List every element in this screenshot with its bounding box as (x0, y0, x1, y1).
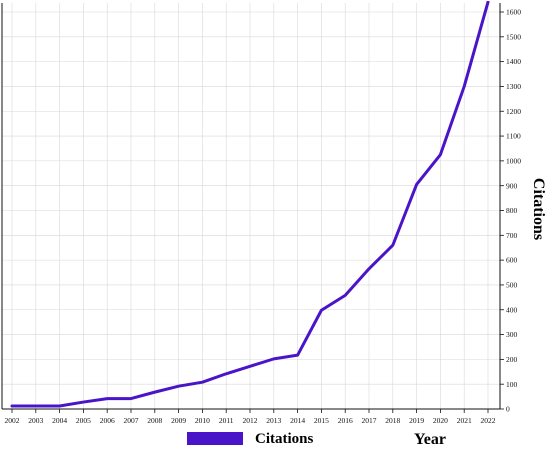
series-lines (10, 1, 490, 408)
y-tick-label-1600: 1600 (506, 8, 521, 17)
series-line-citations (10, 1, 490, 408)
y-tick-label-1500: 1500 (506, 32, 521, 41)
x-tick-label-2007: 2007 (124, 416, 139, 425)
x-tick-label-2019: 2019 (409, 416, 424, 425)
x-tick-label-2004: 2004 (52, 416, 67, 425)
y-tick-label-1000: 1000 (506, 156, 521, 165)
y-tick-label-100: 100 (506, 380, 518, 389)
x-tick-label-2018: 2018 (385, 416, 400, 425)
x-tick-label-2011: 2011 (219, 416, 234, 425)
x-tick-label-2017: 2017 (362, 416, 377, 425)
x-tick-label-2008: 2008 (147, 416, 162, 425)
y-tick-label-300: 300 (506, 330, 518, 339)
x-tick-label-2002: 2002 (5, 416, 20, 425)
x-tick-label-2005: 2005 (76, 416, 91, 425)
y-tick-label-900: 900 (506, 181, 518, 190)
x-tick-label-2013: 2013 (266, 416, 281, 425)
x-tick-label-2012: 2012 (243, 416, 258, 425)
y-tick-label-600: 600 (506, 256, 518, 265)
y-tick-label-500: 500 (506, 281, 518, 290)
y-tick-label-1400: 1400 (506, 57, 521, 66)
y-tick-label-1300: 1300 (506, 82, 521, 91)
x-tick-label-2020: 2020 (433, 416, 448, 425)
x-tick-label-2015: 2015 (314, 416, 329, 425)
axes (1, 3, 504, 413)
legend-label-citations: Citations (255, 431, 314, 447)
x-tick-label-2022: 2022 (481, 416, 496, 425)
x-tick-label-2003: 2003 (28, 416, 43, 425)
x-tick-label-2021: 2021 (457, 416, 472, 425)
y-tick-label-1200: 1200 (506, 107, 521, 116)
x-axis-label: Year (414, 431, 446, 448)
legend-swatch-citations (187, 432, 243, 445)
y-axis-label: Citations (530, 178, 547, 240)
y-tick-label-1100: 1100 (506, 132, 521, 141)
tick-labels: 2002 2003 2004 2005 2006 2007 2008 2009 2010 2011… (5, 8, 522, 425)
y-tick-label-700: 700 (506, 231, 518, 240)
x-tick-label-2010: 2010 (195, 416, 210, 425)
y-tick-label-800: 800 (506, 206, 518, 215)
x-tick-label-2006: 2006 (100, 416, 115, 425)
x-tick-label-2009: 2009 (171, 416, 186, 425)
x-tick-label-2014: 2014 (290, 416, 305, 425)
y-tick-label-400: 400 (506, 305, 518, 314)
grid-lines (2, 3, 500, 410)
legend: Citations (187, 431, 314, 447)
y-tick-label-0: 0 (506, 405, 510, 414)
x-tick-label-2016: 2016 (338, 416, 353, 425)
y-tick-label-200: 200 (506, 355, 518, 364)
